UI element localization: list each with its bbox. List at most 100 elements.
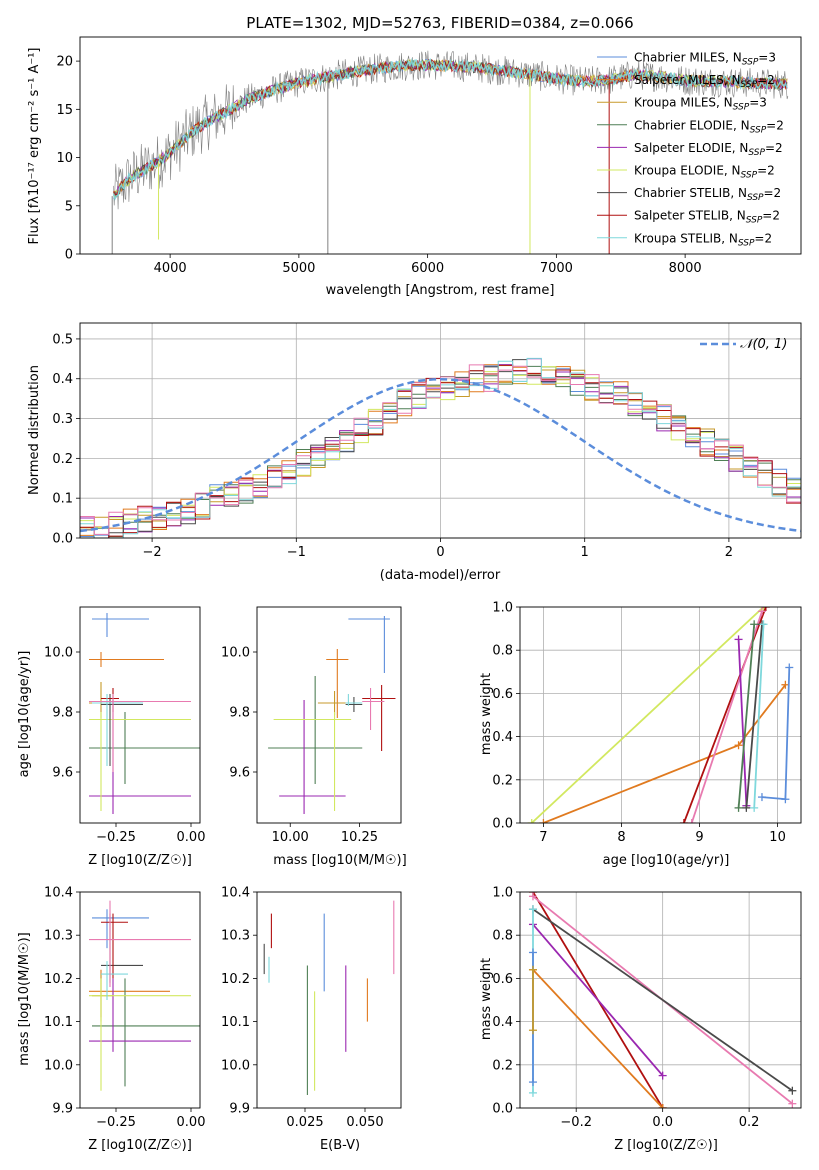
massweight-vs-age-xlabel: age [log10(age/yr)]	[603, 853, 730, 868]
massweight-vs-Z-line	[532, 969, 664, 1108]
hist-xtick-label: 2	[725, 545, 733, 560]
age-vs-Z-ylabel: age [log10(age/yr)]	[17, 651, 32, 778]
age-vs-mass-xtick-label: 10.00	[272, 830, 309, 845]
spectrum-ylabel: Flux [fλ10⁻¹⁷ erg cm⁻² s⁻¹ A⁻¹]	[27, 48, 42, 245]
massweight-vs-Z-frame	[519, 891, 802, 1109]
massweight-vs-age-xtick-label: 9	[695, 830, 703, 845]
massweight-vs-Z-ytick-label: 0.6	[492, 972, 513, 987]
mass-vs-Z-ytick-label: 10.3	[44, 929, 73, 944]
age-vs-Z-xtick-label: −0.25	[96, 830, 136, 845]
hist-ytick-label: 0.0	[52, 532, 73, 547]
mass-vs-ebv-ytick-label: 10.4	[221, 886, 250, 901]
age-vs-mass-plot-area: 10.00 10.25 9.6 9.8 10.0	[221, 606, 402, 845]
age-vs-mass-panel: mass [log10(M/M☉)] 10.00 10.25 9.6 9.8 10.0	[221, 606, 407, 868]
spectrum-legend-label: Salpeter STELIB, NSSP=2	[634, 209, 780, 226]
massweight-vs-age-ytick-label: 0.6	[492, 687, 513, 702]
mass-vs-Z-frame	[79, 891, 201, 1109]
spectrum-xtick-label: 7000	[540, 261, 573, 276]
mass-vs-ebv-xlabel: E(B-V)	[320, 1138, 360, 1153]
mass-vs-ebv-plot-area: 0.025 0.050 9.9 10.0 10.1 10.2 10.3 10.4	[221, 886, 402, 1130]
spectrum-xtick-label: 8000	[669, 261, 702, 276]
age-vs-mass-ytick-label: 9.6	[229, 766, 250, 781]
spectrum-ytick-label: 5	[65, 199, 73, 214]
massweight-vs-age-frame	[519, 606, 802, 824]
massweight-vs-age-ytick-label: 0.8	[492, 644, 513, 659]
spectrum-plot-area: 4000 5000 6000 7000 8000 0 5 10 15 20	[56, 36, 802, 276]
mass-vs-Z-ytick-label: 10.1	[44, 1015, 73, 1030]
mass-vs-ebv-panel: E(B-V) 0.025 0.050 9.9 10.0 10.1 10.2 10.3 10.4	[221, 886, 402, 1153]
normal-legend-label: 𝒩(0, 1)	[740, 337, 787, 352]
hist-legend: 𝒩(0, 1)	[700, 337, 787, 352]
hist-xtick-label: 0	[436, 545, 444, 560]
mass-vs-Z-ytick-label: 10.0	[44, 1058, 73, 1073]
massweight-vs-age-line	[753, 624, 765, 808]
spectrum-legend-label: Chabrier STELIB, NSSP=2	[634, 186, 781, 203]
mass-vs-Z-xtick-label: −0.25	[96, 1115, 136, 1130]
spectrum-ytick-label: 10	[56, 151, 73, 166]
mass-vs-ebv-ytick-label: 10.3	[221, 929, 250, 944]
massweight-vs-age-line	[531, 607, 765, 823]
massweight-vs-age-ytick-label: 0.4	[492, 730, 513, 745]
massweight-vs-Z-xtick-label: −0.2	[560, 1115, 592, 1130]
massweight-vs-Z-ytick-label: 1.0	[492, 886, 513, 901]
mass-vs-Z-ylabel: mass [log10(M/M☉)]	[17, 932, 32, 1065]
spectrum-model-line	[112, 57, 788, 201]
spectrum-frame	[79, 36, 802, 255]
age-vs-Z-ytick-label: 10.0	[44, 646, 73, 661]
hist-ytick-label: 0.1	[52, 492, 73, 507]
massweight-vs-age-xtick-label: 7	[539, 830, 547, 845]
spectrum-title: PLATE=1302, MJD=52763, FIBERID=0384, z=0…	[246, 14, 633, 32]
massweight-vs-Z-line	[532, 923, 664, 1077]
massweight-vs-age-plot-area: 7 8 9 10 0.0 0.2 0.4 0.6 0.8 1.0	[492, 601, 802, 845]
hist-ylabel: Normed distribution	[27, 365, 42, 495]
residual-hist-panel: (data-model)/error Normed distribution −…	[27, 322, 802, 583]
mass-vs-ebv-ytick-label: 9.9	[229, 1102, 250, 1117]
mass-vs-ebv-ytick-label: 10.2	[221, 972, 250, 987]
spectrum-panel: PLATE=1302, MJD=52763, FIBERID=0384, z=0…	[27, 14, 802, 298]
spectrum-xtick-label: 4000	[154, 261, 187, 276]
massweight-vs-age-line	[737, 639, 748, 806]
spectrum-legend-label: Kroupa STELIB, NSSP=2	[634, 231, 772, 248]
massweight-vs-Z-panel: Z [log10(Z/Z☉)] mass weight −0.2 0.0 0.2 0.…	[479, 886, 802, 1153]
spectrum-series-group	[111, 50, 789, 254]
spectrum-ytick-label: 20	[56, 55, 73, 70]
massweight-vs-age-series-group	[527, 607, 794, 823]
age-vs-Z-panel: Z [log10(Z/Z☉)] age [log10(age/yr)] −0.2…	[17, 606, 205, 868]
age-vs-mass-frame	[256, 606, 402, 824]
age-vs-Z-plot-area: −0.25 0.00 9.6 9.8 10.0	[44, 606, 205, 845]
age-vs-mass-ytick-label: 9.8	[229, 706, 250, 721]
mass-vs-ebv-frame	[256, 891, 402, 1109]
spectrum-legend-label: Chabrier MILES, NSSP=3	[634, 51, 776, 68]
spectrum-legend-label: Kroupa ELODIE, NSSP=2	[634, 164, 775, 181]
massweight-vs-age-ylabel: mass weight	[479, 673, 494, 755]
massweight-vs-Z-xtick-label: 0.0	[652, 1115, 673, 1130]
age-vs-mass-series-group	[268, 616, 396, 814]
spectrum-ytick-label: 15	[56, 103, 73, 118]
spectrum-legend-label: Kroupa MILES, NSSP=3	[634, 96, 767, 113]
hist-plot-area: −2 −1 0 1 2 0.0 0.1 0.2 0.3 0.4 0.5	[52, 322, 802, 560]
massweight-vs-age-panel: age [log10(age/yr)] mass weight 7 8 9 10 0.0…	[479, 601, 802, 868]
massweight-vs-Z-ytick-label: 0.8	[492, 929, 513, 944]
age-vs-Z-ytick-label: 9.6	[52, 766, 73, 781]
hist-ytick-label: 0.3	[52, 412, 73, 427]
massweight-vs-age-ytick-label: 1.0	[492, 601, 513, 616]
massweight-vs-Z-ytick-label: 0.4	[492, 1015, 513, 1030]
age-vs-Z-series-group	[89, 613, 200, 814]
mass-vs-ebv-xtick-label: 0.050	[346, 1115, 383, 1130]
hist-series-group	[80, 357, 801, 538]
spectrum-legend-label: Chabrier ELODIE, NSSP=2	[634, 118, 784, 135]
massweight-vs-age-ytick-label: 0.2	[492, 773, 513, 788]
massweight-vs-Z-xlabel: Z [log10(Z/Z☉)]	[614, 1138, 718, 1153]
massweight-vs-age-xtick-label: 8	[617, 830, 625, 845]
massweight-vs-age-line	[690, 611, 763, 823]
hist-ytick-label: 0.4	[52, 372, 73, 387]
massweight-vs-Z-ylabel: mass weight	[479, 958, 494, 1040]
hist-ytick-label: 0.5	[52, 332, 73, 347]
hist-step-line	[80, 364, 801, 535]
spectrum-xlabel: wavelength [Angstrom, rest frame]	[326, 283, 555, 298]
mass-vs-ebv-series-group	[263, 900, 395, 1096]
mass-vs-Z-xlabel: Z [log10(Z/Z☉)]	[88, 1138, 192, 1153]
mass-vs-Z-ytick-label: 10.2	[44, 972, 73, 987]
age-vs-mass-xlabel: mass [log10(M/M☉)]	[273, 853, 406, 868]
